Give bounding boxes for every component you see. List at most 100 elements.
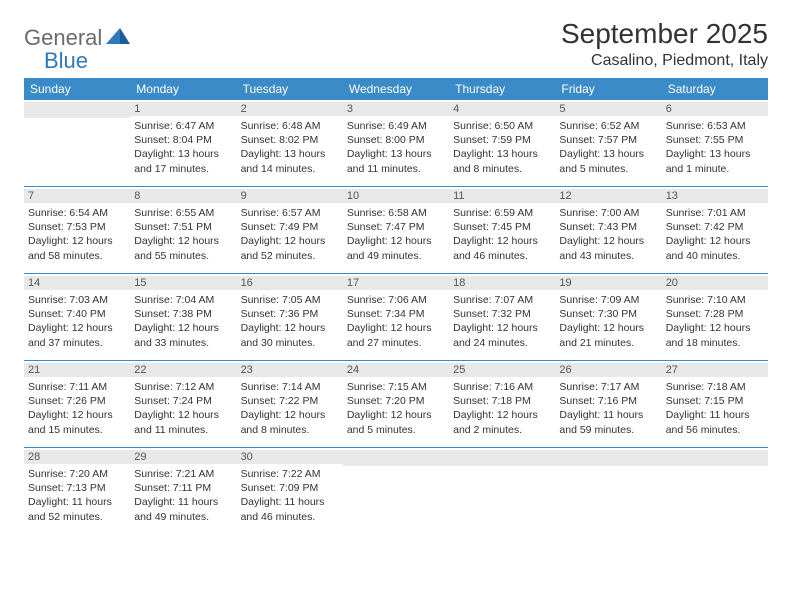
day-cell: 26Sunrise: 7:17 AMSunset: 7:16 PMDayligh… [555, 361, 661, 447]
day-cell: 15Sunrise: 7:04 AMSunset: 7:38 PMDayligh… [130, 274, 236, 360]
day-info-line: Sunset: 7:59 PM [453, 133, 551, 147]
day-cell: 11Sunrise: 6:59 AMSunset: 7:45 PMDayligh… [449, 187, 555, 273]
day-info-line: and 55 minutes. [134, 249, 232, 263]
week-row: 14Sunrise: 7:03 AMSunset: 7:40 PMDayligh… [24, 274, 768, 361]
day-info-line: and 52 minutes. [241, 249, 339, 263]
day-number: 7 [24, 189, 130, 203]
day-info-line: Daylight: 13 hours [559, 147, 657, 161]
day-number: 11 [449, 189, 555, 203]
day-cell: 13Sunrise: 7:01 AMSunset: 7:42 PMDayligh… [662, 187, 768, 273]
day-cell: 18Sunrise: 7:07 AMSunset: 7:32 PMDayligh… [449, 274, 555, 360]
day-info-line: and 18 minutes. [666, 336, 764, 350]
logo-text-blue: Blue [44, 48, 88, 74]
day-info-line: Daylight: 12 hours [559, 234, 657, 248]
day-info-line: Sunset: 7:28 PM [666, 307, 764, 321]
day-info-line: Daylight: 12 hours [134, 408, 232, 422]
day-info-line: Sunset: 7:22 PM [241, 394, 339, 408]
day-info-line: Daylight: 12 hours [666, 234, 764, 248]
day-number: 21 [24, 363, 130, 377]
day-number: 30 [237, 450, 343, 464]
day-info-line: Sunset: 7:53 PM [28, 220, 126, 234]
day-info-line: Sunset: 7:13 PM [28, 481, 126, 495]
day-number: 5 [555, 102, 661, 116]
day-cell: 12Sunrise: 7:00 AMSunset: 7:43 PMDayligh… [555, 187, 661, 273]
day-info-line: Sunset: 7:32 PM [453, 307, 551, 321]
day-number: 2 [237, 102, 343, 116]
day-info-line: and 17 minutes. [134, 162, 232, 176]
day-info-line: Sunrise: 7:16 AM [453, 380, 551, 394]
day-number: 3 [343, 102, 449, 116]
day-info-line: Sunrise: 6:50 AM [453, 119, 551, 133]
day-info-line: Sunrise: 7:15 AM [347, 380, 445, 394]
day-cell: 10Sunrise: 6:58 AMSunset: 7:47 PMDayligh… [343, 187, 449, 273]
day-info-line: Sunset: 7:34 PM [347, 307, 445, 321]
day-info-line: and 8 minutes. [453, 162, 551, 176]
day-cell: 2Sunrise: 6:48 AMSunset: 8:02 PMDaylight… [237, 100, 343, 186]
day-info-line: Sunset: 7:24 PM [134, 394, 232, 408]
day-info-line: Daylight: 11 hours [28, 495, 126, 509]
day-number: 29 [130, 450, 236, 464]
day-cell: 20Sunrise: 7:10 AMSunset: 7:28 PMDayligh… [662, 274, 768, 360]
day-info-line: Sunset: 7:30 PM [559, 307, 657, 321]
day-info-line: Sunset: 7:42 PM [666, 220, 764, 234]
day-number: 16 [237, 276, 343, 290]
empty-day-strip [662, 450, 768, 466]
day-info-line: and 33 minutes. [134, 336, 232, 350]
day-info-line: Daylight: 13 hours [134, 147, 232, 161]
day-info-line: Sunrise: 7:07 AM [453, 293, 551, 307]
day-info-line: Sunrise: 7:22 AM [241, 467, 339, 481]
day-info-line: Sunrise: 7:04 AM [134, 293, 232, 307]
day-number: 19 [555, 276, 661, 290]
location: Casalino, Piedmont, Italy [561, 52, 768, 70]
day-info-line: Sunrise: 7:11 AM [28, 380, 126, 394]
day-cell: 14Sunrise: 7:03 AMSunset: 7:40 PMDayligh… [24, 274, 130, 360]
day-info-line: Sunrise: 7:18 AM [666, 380, 764, 394]
day-number: 17 [343, 276, 449, 290]
day-cell [24, 100, 130, 186]
day-info-line: and 59 minutes. [559, 423, 657, 437]
day-info-line: Daylight: 13 hours [241, 147, 339, 161]
logo: General [24, 24, 134, 51]
day-number: 22 [130, 363, 236, 377]
day-info-line: Sunrise: 6:53 AM [666, 119, 764, 133]
day-info-line: Daylight: 11 hours [666, 408, 764, 422]
week-row: 28Sunrise: 7:20 AMSunset: 7:13 PMDayligh… [24, 448, 768, 534]
day-info-line: Daylight: 12 hours [241, 234, 339, 248]
empty-day-strip [555, 450, 661, 466]
day-cell: 6Sunrise: 6:53 AMSunset: 7:55 PMDaylight… [662, 100, 768, 186]
day-info-line: and 46 minutes. [453, 249, 551, 263]
day-header: Sunday [24, 78, 130, 100]
day-cell: 29Sunrise: 7:21 AMSunset: 7:11 PMDayligh… [130, 448, 236, 534]
day-number: 20 [662, 276, 768, 290]
day-info-line: Sunrise: 7:00 AM [559, 206, 657, 220]
week-row: 21Sunrise: 7:11 AMSunset: 7:26 PMDayligh… [24, 361, 768, 448]
day-info-line: Sunset: 7:43 PM [559, 220, 657, 234]
empty-day-strip [449, 450, 555, 466]
day-header: Saturday [662, 78, 768, 100]
day-cell: 28Sunrise: 7:20 AMSunset: 7:13 PMDayligh… [24, 448, 130, 534]
day-info-line: Sunrise: 7:10 AM [666, 293, 764, 307]
day-info-line: and 24 minutes. [453, 336, 551, 350]
day-number: 10 [343, 189, 449, 203]
day-info-line: Daylight: 13 hours [453, 147, 551, 161]
day-info-line: Sunset: 7:16 PM [559, 394, 657, 408]
day-info-line: Daylight: 12 hours [134, 321, 232, 335]
day-cell: 17Sunrise: 7:06 AMSunset: 7:34 PMDayligh… [343, 274, 449, 360]
day-header: Monday [130, 78, 236, 100]
day-info-line: and 15 minutes. [28, 423, 126, 437]
day-info-line: and 2 minutes. [453, 423, 551, 437]
day-cell: 22Sunrise: 7:12 AMSunset: 7:24 PMDayligh… [130, 361, 236, 447]
day-number: 28 [24, 450, 130, 464]
day-info-line: Daylight: 12 hours [453, 408, 551, 422]
day-info-line: Sunset: 7:11 PM [134, 481, 232, 495]
day-cell: 5Sunrise: 6:52 AMSunset: 7:57 PMDaylight… [555, 100, 661, 186]
day-info-line: Daylight: 12 hours [347, 321, 445, 335]
day-info-line: Sunset: 7:09 PM [241, 481, 339, 495]
day-info-line: and 43 minutes. [559, 249, 657, 263]
day-info-line: Sunrise: 6:52 AM [559, 119, 657, 133]
day-info-line: and 5 minutes. [347, 423, 445, 437]
day-info-line: and 58 minutes. [28, 249, 126, 263]
day-info-line: and 56 minutes. [666, 423, 764, 437]
day-cell [449, 448, 555, 534]
day-number: 27 [662, 363, 768, 377]
